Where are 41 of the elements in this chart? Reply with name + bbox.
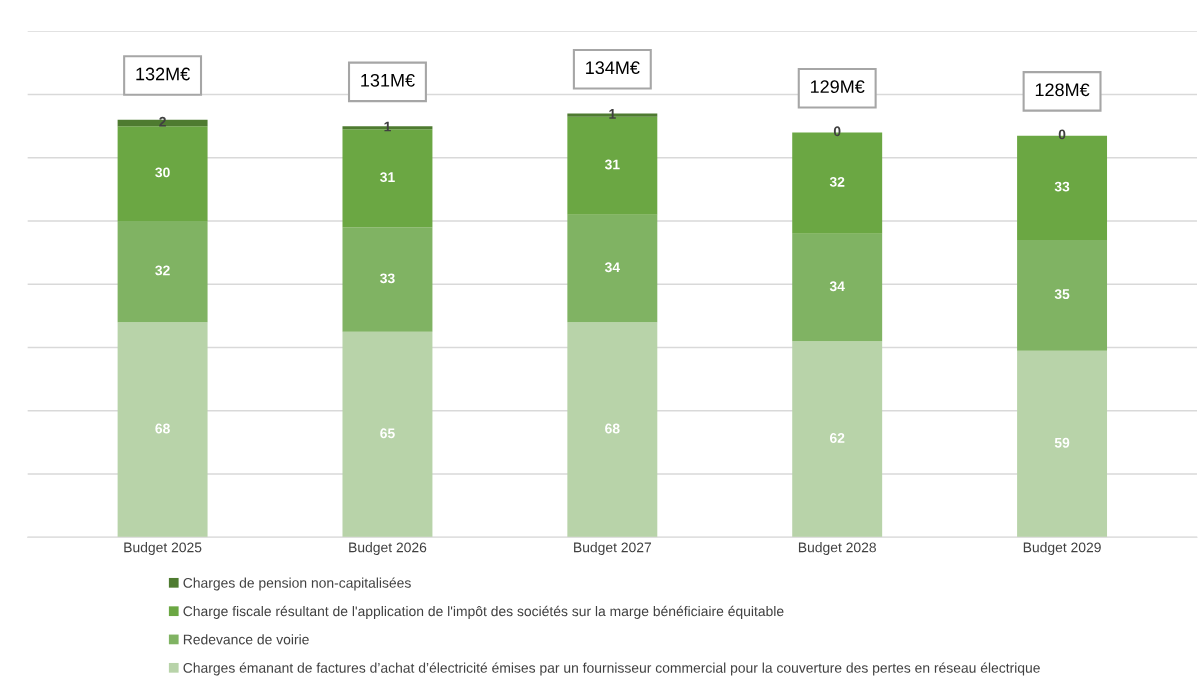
x-tick-label: Budget 2025 — [124, 542, 202, 556]
bar — [117, 322, 208, 538]
x-tick-label: Budget 2027 — [574, 542, 652, 556]
data-label: 33 — [1054, 181, 1070, 192]
data-label: 59 — [1054, 437, 1070, 448]
data-label: 35 — [1054, 289, 1070, 300]
total-label: 132M€ — [136, 67, 190, 81]
data-label: 68 — [605, 423, 620, 434]
data-label: 34 — [829, 281, 845, 292]
x-tick-label: Budget 2028 — [798, 542, 876, 556]
bar — [1017, 350, 1108, 538]
total-label: 129M€ — [810, 80, 865, 94]
data-label: 32 — [829, 176, 845, 187]
legend-label: Charges de pension non-capitalisées — [183, 577, 411, 591]
bar — [567, 214, 658, 323]
bar — [792, 341, 883, 538]
legend-label: Charge fiscale résultant de l'application de l'impôt des sociétés sur la marge bénéficiaire équitable — [183, 605, 784, 619]
total-label: 128M€ — [1035, 83, 1090, 97]
data-label: 32 — [155, 265, 170, 276]
data-label: 68 — [155, 423, 170, 434]
data-label: 30 — [155, 167, 170, 178]
bar — [117, 126, 208, 222]
data-label: 34 — [604, 262, 620, 273]
legend-label: Redevance de voirie — [183, 634, 309, 645]
bar — [567, 322, 658, 538]
total-label: 131M€ — [361, 73, 415, 87]
bar — [117, 221, 208, 323]
data-label: 31 — [604, 159, 620, 170]
data-label: 31 — [380, 172, 395, 183]
x-tick-label: Budget 2026 — [349, 542, 427, 556]
data-label: 62 — [829, 433, 845, 443]
data-label: 33 — [380, 273, 395, 284]
x-tick-label: Budget 2029 — [1023, 542, 1101, 556]
data-label: 65 — [380, 428, 395, 439]
total-label: 134M€ — [586, 61, 640, 75]
legend-label: Charges émanant de factures d’achat d’électricité émises par un fournisseur commercial pour la couverture des pertes en réseau électrique — [183, 662, 1040, 676]
bar — [1017, 239, 1108, 351]
bar — [342, 331, 433, 538]
bar — [792, 233, 883, 342]
data-label: 1 — [609, 109, 616, 119]
bar — [342, 227, 433, 332]
